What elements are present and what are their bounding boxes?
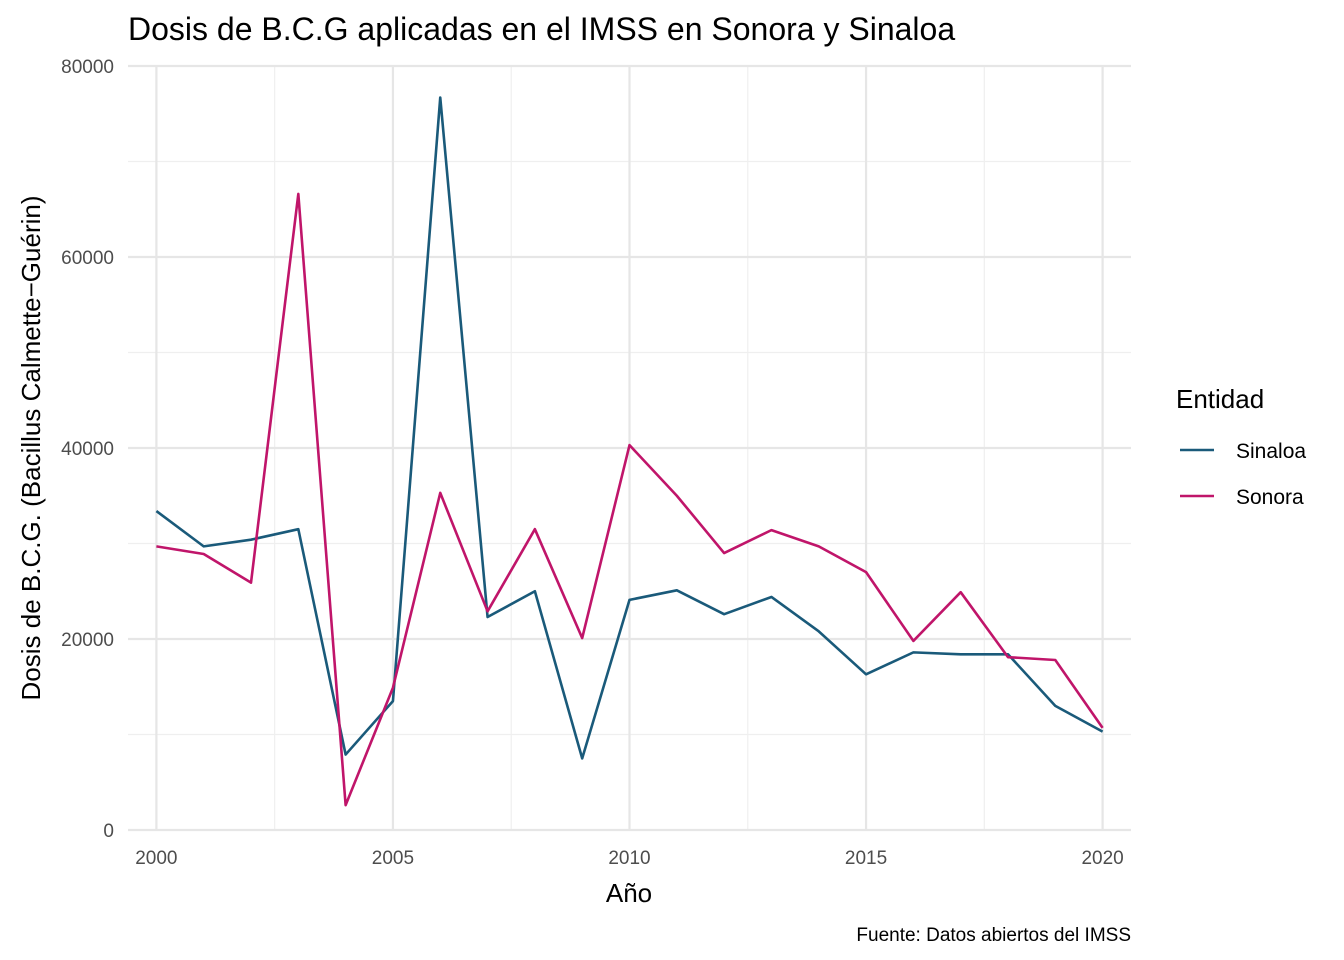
legend: Entidad Sinaloa Sonora <box>1176 384 1306 509</box>
y-tick-label: 60000 <box>61 248 114 269</box>
y-axis-ticks: 0 20000 40000 60000 80000 <box>61 57 114 842</box>
x-tick-label: 2005 <box>372 848 414 869</box>
legend-item-sinaloa: Sinaloa <box>1180 440 1306 463</box>
x-tick-label: 2000 <box>135 848 177 869</box>
plot-grid <box>128 64 1131 832</box>
series-line-sinaloa <box>155 96 1104 760</box>
y-tick-label: 20000 <box>61 630 114 651</box>
y-tick-label: 40000 <box>61 439 114 460</box>
y-axis-title: Dosis de B.C.G. (Bacillus Calmette−Guéri… <box>16 195 46 700</box>
legend-label: Sonora <box>1236 486 1304 509</box>
x-tick-label: 2020 <box>1081 848 1123 869</box>
chart-title: Dosis de B.C.G aplicadas en el IMSS en S… <box>128 11 955 47</box>
series-layer <box>155 96 1104 807</box>
legend-items: Sinaloa Sonora <box>1180 440 1306 509</box>
legend-title: Entidad <box>1176 384 1264 414</box>
legend-item-sonora: Sonora <box>1180 486 1304 509</box>
series-line-sonora <box>156 192 1104 807</box>
x-axis-ticks: 2000 2005 2010 2015 2020 <box>135 848 1124 869</box>
chart-caption: Fuente: Datos abiertos del IMSS <box>856 925 1131 946</box>
legend-label: Sinaloa <box>1236 440 1306 463</box>
x-axis-title: Año <box>606 878 652 908</box>
y-tick-label: 0 <box>103 821 114 842</box>
y-tick-label: 80000 <box>61 57 114 78</box>
x-tick-label: 2010 <box>608 848 650 869</box>
x-tick-label: 2015 <box>845 848 887 869</box>
